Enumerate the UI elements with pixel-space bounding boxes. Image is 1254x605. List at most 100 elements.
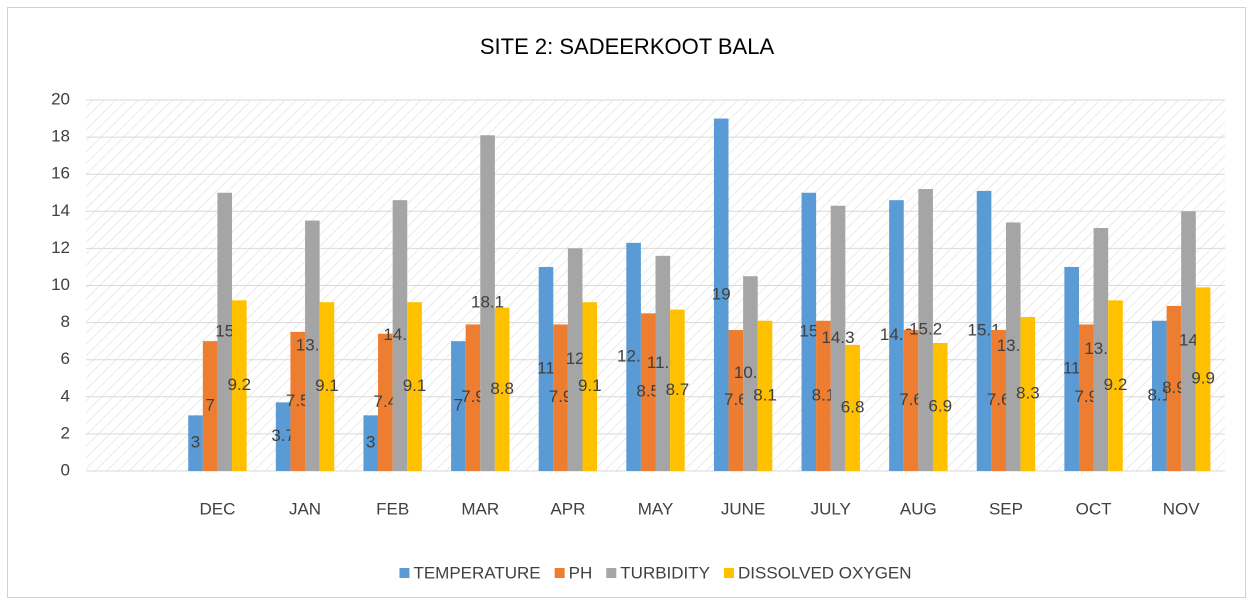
bar — [743, 276, 758, 471]
data-label: 8.1 — [753, 385, 777, 404]
data-label: 7.6 — [724, 390, 748, 409]
bar — [553, 324, 568, 471]
bar — [757, 320, 773, 471]
chart-title: SITE 2: SADEERKOOT BALA — [480, 34, 775, 59]
legend-label: TEMPERATURE — [413, 563, 540, 582]
data-label: 7.4 — [374, 392, 398, 411]
x-tick-label: JAN — [289, 499, 321, 518]
data-label: 7.9 — [549, 387, 573, 406]
data-label: 6.8 — [841, 397, 865, 416]
y-tick-label: 2 — [61, 423, 70, 442]
legend-label: PH — [569, 563, 593, 582]
x-tick-label: SEP — [989, 499, 1023, 518]
data-label: 9.1 — [403, 376, 427, 395]
bar — [538, 266, 554, 471]
bar — [1108, 300, 1123, 471]
bar — [1020, 317, 1036, 471]
bar — [728, 330, 744, 471]
data-label: 9.1 — [315, 376, 339, 395]
data-label: 9.1 — [578, 376, 602, 395]
y-tick-label: 18 — [51, 127, 70, 146]
data-label: 3.7 — [271, 426, 295, 445]
bar — [889, 200, 904, 472]
data-label: 7.9 — [461, 387, 485, 406]
data-label: 9.2 — [1104, 375, 1128, 394]
legend-swatch — [724, 568, 735, 578]
bar — [670, 309, 685, 471]
y-tick-label: 10 — [51, 275, 70, 294]
bar — [845, 344, 860, 471]
y-tick-label: 20 — [51, 89, 70, 108]
bar — [480, 135, 495, 471]
bar — [465, 324, 481, 471]
data-label: 7.6 — [987, 390, 1011, 409]
bar — [1005, 222, 1021, 471]
bar — [932, 343, 948, 471]
bar — [290, 331, 306, 471]
bar — [640, 313, 656, 471]
y-tick-label: 16 — [51, 164, 70, 183]
x-tick-label: JUNE — [721, 499, 765, 518]
legend-swatch — [399, 568, 410, 578]
x-tick-label: NOV — [1163, 499, 1201, 518]
data-label: 18.1 — [471, 293, 504, 312]
data-label: 6.9 — [928, 396, 952, 415]
legend-swatch — [606, 568, 617, 578]
bar — [1195, 287, 1211, 471]
data-label: 8.7 — [666, 380, 690, 399]
legend-label: TURBIDITY — [620, 563, 710, 582]
data-label: 9.9 — [1191, 369, 1215, 388]
data-label: 7 — [454, 396, 463, 415]
bar — [713, 118, 729, 472]
x-tick-label: FEB — [376, 499, 409, 518]
bar — [188, 415, 203, 471]
x-tick-label: APR — [550, 499, 585, 518]
y-tick-label: 6 — [61, 349, 70, 368]
bar — [830, 205, 846, 472]
legend-swatch — [554, 568, 565, 578]
bar — [991, 330, 1006, 471]
bar — [275, 402, 291, 471]
bar — [582, 302, 598, 471]
bar — [451, 341, 466, 471]
data-label: 11 — [1063, 358, 1081, 377]
data-label: 7.5 — [286, 391, 310, 410]
bar — [1078, 324, 1094, 471]
bar — [1151, 320, 1167, 471]
data-label: 7.9 — [1074, 387, 1098, 406]
bar — [494, 307, 510, 471]
x-tick-label: AUG — [900, 499, 937, 518]
bar — [363, 415, 379, 471]
data-label: 19 — [712, 284, 731, 303]
bar — [626, 242, 641, 471]
bar — [976, 190, 992, 471]
data-label: 8.1 — [1147, 385, 1171, 404]
bar — [801, 192, 817, 471]
data-label: 8.3 — [1016, 384, 1040, 403]
data-label: 15 — [215, 321, 234, 340]
bar — [567, 248, 583, 471]
data-label: 3 — [366, 433, 375, 452]
bar — [319, 302, 335, 471]
data-label: 7.6 — [899, 390, 923, 409]
bar — [1093, 227, 1109, 471]
data-label: 12 — [566, 349, 585, 368]
bar — [1181, 211, 1196, 472]
y-tick-label: 0 — [61, 460, 70, 479]
data-label: 8.5 — [636, 382, 660, 401]
bar — [903, 330, 919, 471]
bar — [217, 192, 233, 471]
data-label: 14 — [1179, 331, 1198, 350]
data-label: 9.2 — [228, 375, 252, 394]
x-tick-label: MAY — [638, 499, 674, 518]
bar — [407, 302, 422, 471]
x-tick-label: MAR — [461, 499, 499, 518]
data-label: 8.8 — [490, 379, 514, 398]
y-tick-label: 14 — [51, 201, 70, 220]
data-label: 15 — [799, 321, 818, 340]
bar — [1166, 305, 1182, 471]
bar — [232, 300, 247, 471]
bar — [816, 320, 831, 471]
x-tick-label: OCT — [1076, 499, 1112, 518]
